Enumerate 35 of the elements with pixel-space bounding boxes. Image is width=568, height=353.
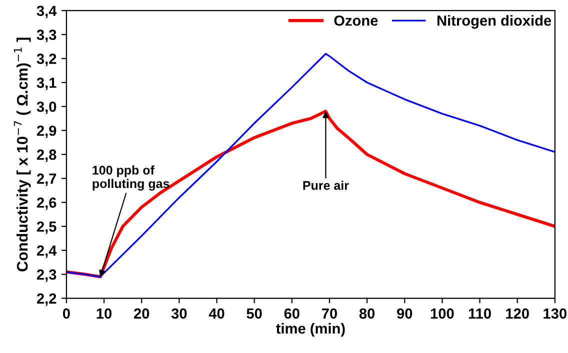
x-tick-label: 60 bbox=[284, 308, 300, 319]
legend-label: Ozone bbox=[334, 15, 378, 26]
y-tick-label: 2,2 bbox=[36, 293, 56, 306]
y-axis-title: Conductivity [ x 10$^{−7}$ ( Ω.cm)$^{−1}$ ] bbox=[14, 38, 31, 272]
x-tick-label: 70 bbox=[322, 308, 337, 319]
line-series bbox=[66, 110, 555, 278]
y-tick-label: 2,5 bbox=[36, 221, 56, 234]
x-tick-label: 40 bbox=[208, 308, 224, 319]
y-tick-label: 3,0 bbox=[36, 102, 56, 114]
x-tick-label: 120 bbox=[506, 308, 529, 319]
annotation: Pure air bbox=[303, 180, 349, 190]
annotation: 100 ppb of polluting gas bbox=[92, 165, 170, 191]
y-tick-label: 2,7 bbox=[36, 174, 56, 186]
x-tick-label: 80 bbox=[359, 308, 375, 319]
x-tick-label: 10 bbox=[96, 308, 112, 319]
y-tick-label: 3,4 bbox=[36, 6, 57, 18]
y-tick-label: 3,3 bbox=[36, 30, 56, 42]
x-tick-label: 90 bbox=[397, 308, 412, 319]
y-tick-label: 2,6 bbox=[36, 197, 56, 210]
legend-label: Nitrogen dioxide bbox=[438, 15, 552, 29]
line-series bbox=[66, 52, 555, 278]
y-tick-label: 2,4 bbox=[36, 245, 57, 258]
x-tick-label: 30 bbox=[171, 308, 187, 319]
y-tick-label: 2,8 bbox=[36, 150, 56, 162]
y-tick-label: 2,9 bbox=[36, 126, 56, 138]
y-tick-label: 2,3 bbox=[36, 269, 56, 282]
x-tick-label: 110 bbox=[468, 308, 491, 319]
x-tick-label: 20 bbox=[134, 308, 150, 319]
x-axis-title: time (min) bbox=[276, 322, 345, 337]
x-tick-label: 50 bbox=[246, 308, 262, 319]
y-tick-label: 3,1 bbox=[36, 78, 56, 90]
x-tick-label: 100 bbox=[430, 308, 454, 319]
y-tick-label: 3,2 bbox=[36, 54, 56, 66]
x-tick-label: 0 bbox=[62, 308, 70, 319]
x-tick-label: 130 bbox=[544, 308, 567, 319]
